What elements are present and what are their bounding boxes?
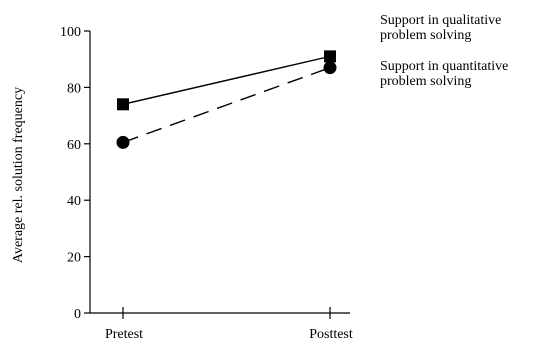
legend-entry-line: Support in quantitative [380,59,508,74]
legend-entry-1: Support in qualitative problem solving [380,13,501,43]
x-tick-label: Posttest [309,327,353,342]
legend-entry-line: Support in qualitative [380,13,501,28]
x-tick-label: Pretest [105,327,143,342]
series-2-point-1 [116,135,130,149]
series-line-2 [122,67,331,144]
y-tick-label: 100 [60,25,81,40]
legend-entry-line: problem solving [380,74,471,89]
y-tick-label: 20 [67,251,81,266]
series-2-point-2 [323,61,337,75]
legend-entry-2: Support in quantitative problem solving [380,59,508,89]
legend: Support in qualitative problem solvingSup… [380,13,508,89]
y-axis-title: Average rel. solution frequency [11,87,26,263]
series-1-point-1 [117,98,129,111]
series-line-1 [122,55,331,106]
y-tick-label: 40 [67,194,81,209]
y-tick-label: 0 [74,307,81,322]
series-layer [116,50,337,149]
y-tick-label: 80 [67,81,81,96]
legend-entry-line: problem solving [380,28,471,43]
y-tick-label: 60 [67,138,81,153]
series-1-point-2 [324,50,336,63]
y-axis: 0 20 40 60 80 100 [60,25,91,322]
x-axis: Pretest Posttest [90,307,353,342]
